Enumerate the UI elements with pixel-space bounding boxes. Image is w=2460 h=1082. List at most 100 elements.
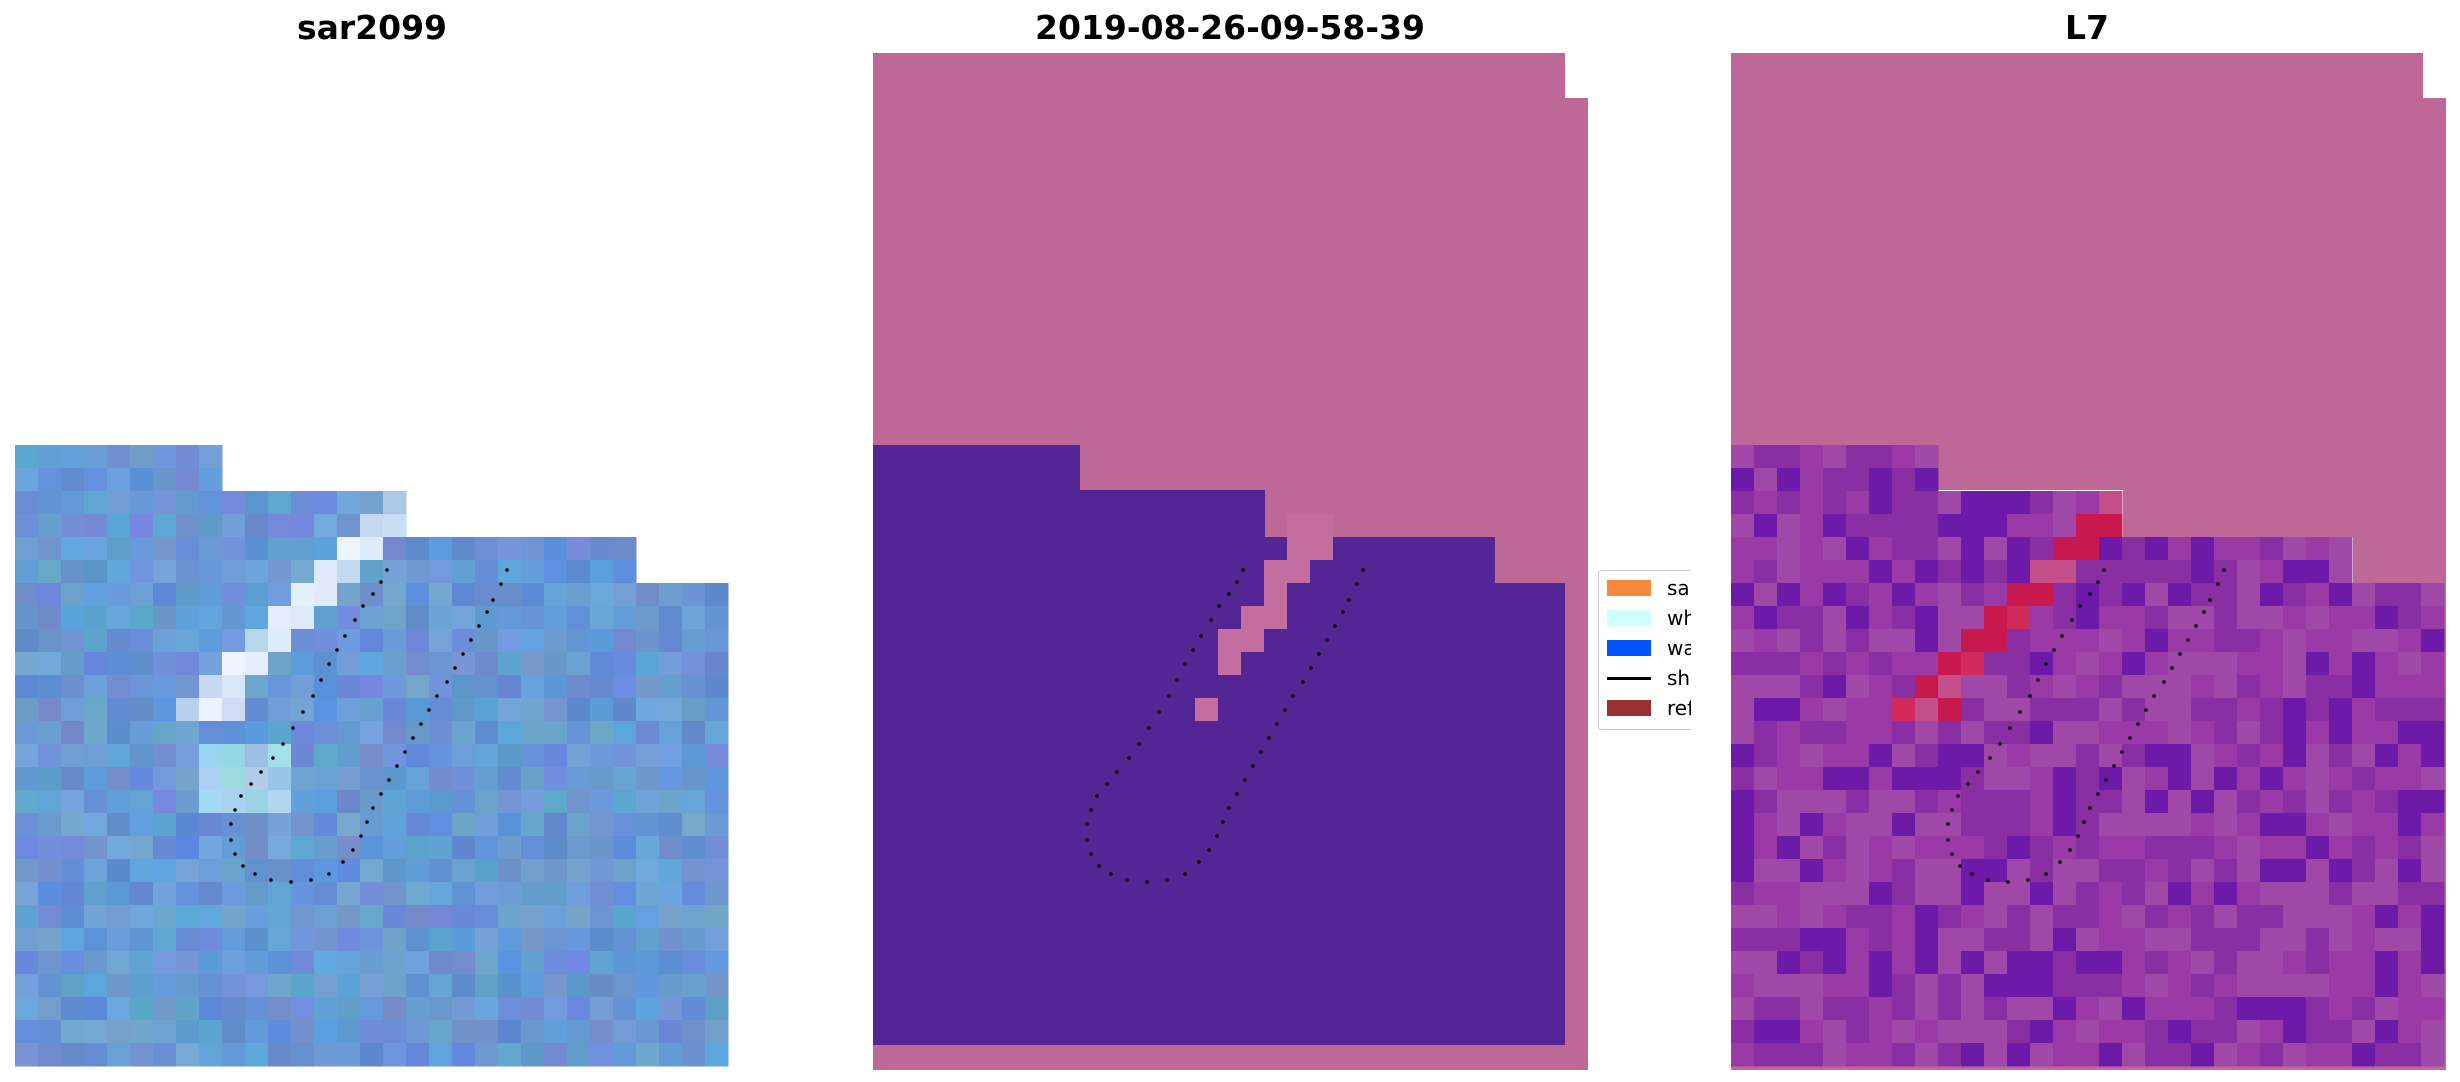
probability-pixel xyxy=(2053,1043,2077,1067)
probability-pixel xyxy=(2076,1043,2100,1067)
probability-pixel xyxy=(2352,951,2376,975)
shoreline-dot xyxy=(1157,710,1161,714)
rgb-pixel xyxy=(245,928,269,952)
probability-pixel xyxy=(1961,1043,1985,1067)
rgb-pixel xyxy=(245,560,269,584)
probability-pixel xyxy=(1731,698,1755,722)
probability-pixel xyxy=(2030,629,2054,653)
rgb-pixel xyxy=(38,836,62,860)
shoreline-dot xyxy=(2018,710,2022,714)
rgb-pixel xyxy=(84,1043,108,1067)
rgb-pixel xyxy=(314,767,338,791)
probability-pixel xyxy=(2421,606,2445,630)
rgb-pixel xyxy=(613,997,637,1021)
rgb-pixel xyxy=(406,583,430,607)
probability-pixel xyxy=(2053,629,2077,653)
probability-pixel xyxy=(1731,560,1755,584)
probability-pixel xyxy=(1892,1043,1916,1067)
rgb-pixel xyxy=(360,951,384,975)
legend-item-whitewater: whitew xyxy=(1607,605,1691,631)
rgb-pixel xyxy=(130,767,154,791)
rgb-pixel xyxy=(222,698,246,722)
probability-pixel xyxy=(1846,951,1870,975)
rgb-pixel xyxy=(521,767,545,791)
rgb-pixel xyxy=(705,583,729,607)
whitewater-pixel xyxy=(1264,583,1287,606)
rgb-pixel xyxy=(475,560,499,584)
rgb-pixel xyxy=(130,882,154,906)
rgb-pixel xyxy=(84,997,108,1021)
shoreline-dot xyxy=(1958,864,1962,868)
rgb-pixel xyxy=(360,514,384,538)
probability-pixel xyxy=(1938,721,1962,745)
rgb-pixel xyxy=(199,928,223,952)
rgb-pixel xyxy=(498,1020,522,1044)
probability-pixel xyxy=(2168,928,2192,952)
rgb-pixel xyxy=(130,629,154,653)
rgb-pixel xyxy=(682,1043,706,1067)
rgb-pixel xyxy=(429,721,453,745)
rgb-pixel xyxy=(61,698,85,722)
probability-pixel xyxy=(1938,882,1962,906)
rgb-pixel xyxy=(199,882,223,906)
probability-pixel xyxy=(2168,790,2192,814)
rgb-pixel xyxy=(153,836,177,860)
probability-pixel xyxy=(2306,836,2330,860)
rgb-pixel xyxy=(61,813,85,837)
probability-pixel xyxy=(2076,1020,2100,1044)
rgb-pixel xyxy=(590,790,614,814)
rgb-pixel xyxy=(705,905,729,929)
rgb-pixel xyxy=(268,836,292,860)
shoreline-dot xyxy=(1956,794,1960,798)
rgb-pixel xyxy=(337,974,361,998)
rgb-pixel xyxy=(176,997,200,1021)
probability-pixel xyxy=(1754,974,1778,998)
probability-pixel xyxy=(1800,744,1824,768)
probability-pixel xyxy=(1938,1043,1962,1067)
probability-pixel xyxy=(1869,905,1893,929)
rgb-pixel xyxy=(452,629,476,653)
rgb-pixel xyxy=(498,974,522,998)
shoreline-dot xyxy=(2088,592,2092,596)
probability-pixel xyxy=(2421,974,2445,998)
probability-pixel xyxy=(2260,606,2284,630)
title-panel-3: L7 xyxy=(2065,8,2109,47)
shoreline-dot xyxy=(461,652,465,656)
rgb-pixel xyxy=(130,951,154,975)
rgb-pixel xyxy=(153,491,177,515)
probability-pixel xyxy=(1938,859,1962,883)
rgb-pixel xyxy=(176,583,200,607)
probability-pixel xyxy=(2375,1043,2399,1067)
probability-pixel xyxy=(1961,790,1985,814)
rgb-pixel xyxy=(245,813,269,837)
rgb-pixel xyxy=(291,652,315,676)
probability-pixel xyxy=(2030,928,2054,952)
probability-pixel xyxy=(1731,951,1755,975)
probability-pixel xyxy=(2122,560,2146,584)
probability-pixel xyxy=(2122,928,2146,952)
rgb-pixel xyxy=(222,997,246,1021)
rgb-pixel xyxy=(521,859,545,883)
probability-pixel xyxy=(2122,1043,2146,1067)
rgb-pixel xyxy=(222,836,246,860)
probability-pixel xyxy=(2352,698,2376,722)
probability-pixel xyxy=(2030,675,2054,699)
shoreline-dot xyxy=(2104,778,2108,782)
probability-pixel xyxy=(2398,859,2422,883)
rgb-pixel xyxy=(429,836,453,860)
shoreline-dot xyxy=(2036,678,2040,682)
rgb-pixel xyxy=(314,974,338,998)
rgb-pixel xyxy=(130,606,154,630)
probability-pixel xyxy=(2099,1043,2123,1067)
probability-pixel xyxy=(2145,813,2169,837)
shoreline-dot xyxy=(2052,648,2056,652)
rgb-pixel xyxy=(475,606,499,630)
probability-pixel xyxy=(1846,974,1870,998)
rgb-pixel xyxy=(107,974,131,998)
rgb-pixel xyxy=(199,629,223,653)
probability-pixel xyxy=(1984,514,2008,538)
rgb-pixel xyxy=(544,951,568,975)
probability-pixel xyxy=(1800,790,1824,814)
probability-pixel xyxy=(1823,767,1847,791)
probability-pixel xyxy=(2398,583,2422,607)
